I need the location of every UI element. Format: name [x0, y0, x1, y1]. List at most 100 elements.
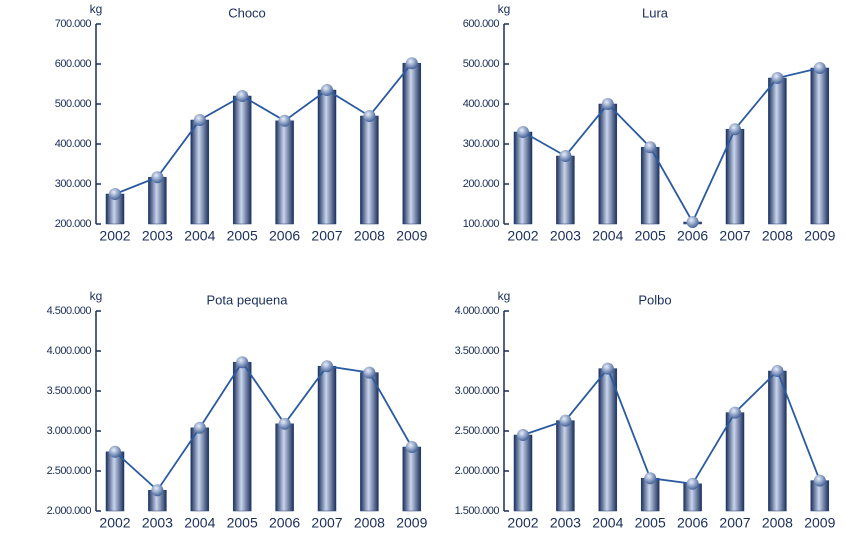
point-marker — [236, 90, 249, 102]
y-tick-label: 300.000 — [463, 138, 500, 150]
point-marker — [278, 417, 291, 430]
y-tick-label: 3.500.000 — [455, 345, 500, 357]
y-tick-label: 400.000 — [463, 98, 500, 110]
y-axis-unit: kg — [90, 2, 103, 16]
x-tick-label: 2007 — [311, 228, 342, 244]
bar — [360, 115, 379, 225]
bar — [317, 89, 337, 225]
y-tick-label: 2.500.000 — [455, 425, 500, 437]
bar — [810, 67, 830, 225]
x-tick-label: 2002 — [507, 515, 538, 531]
bar — [232, 361, 252, 512]
point-marker — [109, 445, 121, 458]
chart-title: Pota pequena — [207, 292, 289, 307]
trend-line — [522, 366, 821, 485]
x-tick-label: 2006 — [677, 228, 708, 244]
bar — [768, 77, 787, 225]
point-marker — [109, 188, 121, 200]
x-tick-label: 2009 — [396, 515, 427, 531]
x-tick-label: 2006 — [677, 515, 708, 531]
x-tick-label: 2005 — [635, 228, 666, 244]
x-tick-label: 2009 — [804, 515, 835, 531]
point-marker — [517, 429, 529, 441]
y-tick-label: 600.000 — [463, 18, 500, 30]
point-marker — [517, 126, 529, 138]
y-tick-label: 200.000 — [55, 218, 92, 230]
bar — [275, 120, 294, 225]
y-tick-label: 400.000 — [55, 138, 92, 150]
point-marker — [729, 123, 741, 136]
point-marker — [321, 360, 333, 373]
x-tick-label: 2002 — [99, 515, 130, 531]
point-marker — [405, 57, 418, 70]
point-marker — [601, 362, 614, 375]
point-marker — [644, 472, 657, 485]
x-tick-label: 2002 — [99, 228, 130, 244]
bar — [513, 434, 533, 512]
bar — [598, 368, 618, 512]
x-tick-label: 2007 — [311, 515, 342, 531]
x-tick-label: 2005 — [227, 515, 258, 531]
y-tick-label: 500.000 — [463, 58, 500, 70]
point-marker — [813, 62, 826, 74]
point-marker — [363, 110, 376, 122]
x-tick-label: 2004 — [184, 515, 215, 531]
y-tick-label: 200.000 — [463, 178, 500, 190]
y-tick-label: 2.000.000 — [455, 465, 500, 477]
point-marker — [644, 141, 657, 154]
chart-title: Polbo — [638, 292, 671, 307]
x-tick-label: 2003 — [550, 515, 581, 531]
x-tick-label: 2005 — [635, 515, 666, 531]
x-tick-label: 2006 — [269, 228, 300, 244]
x-tick-label: 2003 — [550, 228, 581, 244]
point-marker — [193, 114, 206, 126]
point-marker — [405, 441, 418, 453]
x-tick-label: 2008 — [354, 228, 385, 244]
point-marker — [278, 114, 291, 127]
bar — [556, 155, 575, 225]
bar — [360, 372, 379, 512]
bar — [275, 423, 294, 512]
y-axis-unit: kg — [90, 289, 103, 303]
y-axis-unit: kg — [498, 289, 511, 303]
y-tick-label: 500.000 — [55, 98, 92, 110]
bar — [402, 62, 422, 225]
point-marker — [771, 72, 784, 84]
y-tick-label: 2.500.000 — [47, 465, 92, 477]
point-marker — [729, 406, 741, 419]
chart-title: Choco — [228, 5, 266, 20]
x-tick-label: 2004 — [592, 228, 623, 244]
point-marker — [363, 366, 376, 379]
x-tick-label: 2004 — [184, 228, 215, 244]
trend-line — [114, 360, 413, 492]
x-tick-label: 2003 — [142, 515, 173, 531]
bar — [148, 176, 167, 225]
x-tick-label: 2005 — [227, 228, 258, 244]
y-tick-label: 4.000.000 — [455, 305, 500, 317]
x-tick-label: 2002 — [507, 228, 538, 244]
y-axis-unit: kg — [498, 2, 511, 16]
bar — [556, 420, 575, 512]
point-marker — [559, 414, 572, 427]
y-tick-label: 700.000 — [55, 18, 92, 30]
point-marker — [236, 356, 249, 369]
y-tick-label: 300.000 — [55, 178, 92, 190]
bar — [513, 131, 533, 225]
point-marker — [601, 98, 614, 110]
point-marker — [686, 477, 699, 490]
y-tick-label: 1.500.000 — [455, 505, 500, 517]
bar — [190, 119, 210, 225]
x-tick-label: 2007 — [719, 515, 750, 531]
point-marker — [321, 84, 333, 96]
y-tick-label: 100.000 — [463, 218, 500, 230]
bar — [768, 370, 787, 512]
bar — [190, 427, 210, 512]
point-marker — [813, 474, 826, 487]
bar — [105, 451, 125, 512]
x-tick-label: 2007 — [719, 228, 750, 244]
bar — [725, 412, 745, 512]
y-tick-label: 3.000.000 — [47, 425, 92, 437]
y-tick-label: 2.000.000 — [47, 505, 92, 517]
y-tick-label: 600.000 — [55, 58, 92, 70]
bar — [232, 95, 252, 225]
